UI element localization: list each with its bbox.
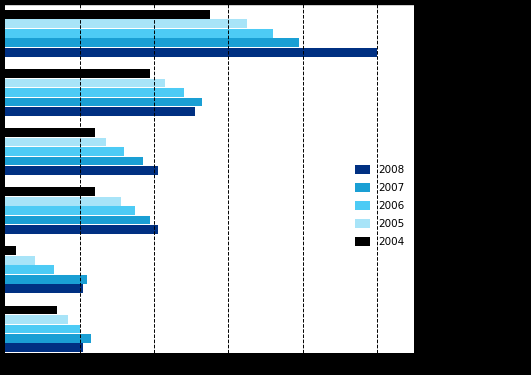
Bar	[5, 166, 158, 175]
Bar	[5, 29, 273, 38]
Bar	[5, 225, 158, 234]
Bar	[5, 98, 202, 106]
Bar	[5, 157, 143, 165]
Bar	[5, 69, 150, 78]
Bar	[5, 79, 165, 87]
Legend: 2008, 2007, 2006, 2005, 2004: 2008, 2007, 2006, 2005, 2004	[350, 160, 409, 251]
Bar	[5, 20, 247, 28]
Bar	[5, 256, 35, 265]
Bar	[5, 10, 210, 19]
Bar	[5, 138, 106, 146]
Bar	[5, 266, 54, 274]
Bar	[5, 197, 121, 206]
Bar	[5, 344, 83, 352]
Bar	[5, 324, 80, 333]
Bar	[5, 48, 377, 57]
Bar	[5, 206, 135, 215]
Bar	[5, 334, 91, 343]
Bar	[5, 38, 299, 47]
Bar	[5, 284, 83, 293]
Bar	[5, 275, 87, 284]
Bar	[5, 188, 95, 196]
Bar	[5, 128, 95, 137]
Bar	[5, 315, 68, 324]
Bar	[5, 147, 124, 156]
Bar	[5, 216, 150, 225]
Bar	[5, 107, 195, 116]
Bar	[5, 88, 184, 97]
Bar	[5, 306, 57, 314]
Bar	[5, 246, 16, 255]
